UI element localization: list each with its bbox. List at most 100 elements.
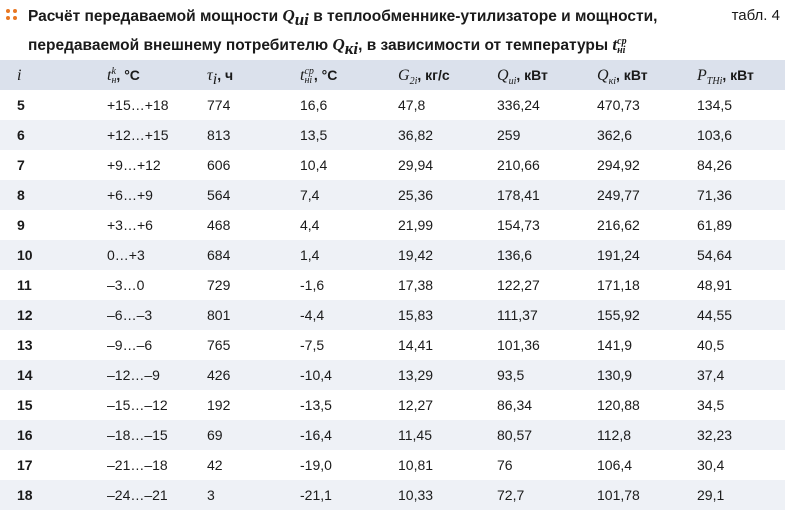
table-cell: 155,92 [597,307,640,323]
table-cell: 178,41 [497,187,540,203]
table-cell: –9…–6 [107,337,153,353]
table-cell: –6…–3 [107,307,153,323]
table-cell: 29,94 [398,157,434,173]
table-cell: 12 [17,307,33,323]
table-cell: 17,38 [398,277,434,293]
table-cell: -16,4 [300,427,332,443]
header-qu: Qиi, кВт [497,67,548,87]
table-cell: 69 [207,427,223,443]
table-cell: 47,8 [398,97,426,113]
table-cell: 12,27 [398,397,434,413]
table-cell: 5 [17,97,25,113]
table-cell: 11,45 [398,427,432,443]
table-cell: +9…+12 [107,157,161,173]
table-cell: 120,88 [597,397,640,413]
table-row: 13 –9…–6 765 -7,5 14,41 101,36 141,9 40,5 [0,330,785,360]
caption-symbol: t [612,35,618,55]
table-cell: 8 [17,187,25,203]
table-cell: 9 [17,217,25,233]
table-cell: 11 [17,277,32,293]
table-cell: 15 [17,397,33,413]
table-cell: 294,92 [597,157,640,173]
table-cell: 111,37 [497,307,538,323]
table-cell: 470,73 [597,97,640,113]
table-cell: 103,6 [697,127,733,143]
table-cell: 101,78 [597,487,640,503]
table-cell: 7 [17,157,25,173]
table-cell: –24…–21 [107,487,168,503]
table-cell: 15,83 [398,307,434,323]
table-cell: -1,6 [300,277,325,293]
caption-text: Расчёт передаваемой мощности Qиi в тепло… [28,3,718,61]
table-cell: 44,55 [697,307,733,323]
table-caption: Расчёт передаваемой мощности Qиi в тепло… [4,3,782,59]
table-cell: 86,34 [497,397,533,413]
table-cell: 765 [207,337,231,353]
table-header-row: i tk н, °С τi, ч tср нi, °С G2i, кг/с Qиi,… [0,60,785,90]
table-row: 18 –24…–21 3 -21,1 10,33 72,7 101,78 29,1 [0,480,785,510]
table-cell: 216,62 [597,217,640,233]
data-table: i tk н, °С τi, ч tср нi, °С G2i, кг/с Qиi,… [0,60,785,510]
caption-superscript: ср [617,36,627,47]
table-cell: 468 [207,217,231,233]
table-cell: -7,5 [300,337,325,353]
table-row: 12 –6…–3 801 -4,4 15,83 111,37 155,92 44,55 [0,300,785,330]
table-cell: –21…–18 [107,457,168,473]
caption-subscript: нi [617,45,626,56]
table-cell: 40,5 [697,337,725,353]
table-cell: 25,36 [398,187,434,203]
table-cell: 13,5 [300,127,328,143]
table-cell: 106,4 [597,457,633,473]
table-cell: 16,6 [300,97,328,113]
table-cell: 29,1 [697,487,725,503]
table-cell: 80,57 [497,427,533,443]
table-cell: 0…+3 [107,247,145,263]
header-tau: τi, ч [207,67,234,88]
table-row: 15 –15…–12 192 -13,5 12,27 86,34 120,88 34,5 [0,390,785,420]
table-cell: 37,4 [697,367,725,383]
table-row: 6 +12…+15 813 13,5 36,82 259 362,6 103,6 [0,120,785,150]
table-cell: 426 [207,367,231,383]
table-cell: 10,33 [398,487,434,503]
caption-subscript: кi [344,39,359,59]
table-cell: 34,5 [697,397,725,413]
table-cell: 21,99 [398,217,434,233]
header-qk: Qкi, кВт [597,67,648,87]
table-cell: 606 [207,157,231,173]
caption-part: Расчёт передаваемой мощности [28,8,283,25]
table-row: 14 –12…–9 426 -10,4 13,29 93,5 130,9 37,4 [0,360,785,390]
table-cell: 10,4 [300,157,328,173]
table-cell: 4,4 [300,217,320,233]
table-cell: 134,5 [697,97,733,113]
table-cell: 362,6 [597,127,633,143]
table-cell: 259 [497,127,521,143]
table-row: 9 +3…+6 468 4,4 21,99 154,73 216,62 61,89 [0,210,785,240]
table-cell: 564 [207,187,231,203]
table-cell: –15…–12 [107,397,168,413]
table-cell: 3 [207,487,215,503]
table-cell: 249,77 [597,187,640,203]
caption-part: , в зависимости от температуры [358,37,613,55]
table-cell: 17 [17,457,33,473]
table-cell: -13,5 [300,397,332,413]
table-cell: 684 [207,247,231,263]
table-cell: -10,4 [300,367,332,383]
table-cell: +15…+18 [107,97,169,113]
table-cell: 84,26 [697,157,733,173]
table-cell: 19,42 [398,247,434,263]
table-cell: 112,8 [597,427,631,443]
caption-part: в теплообменнике-утилизаторе и мощности, [308,8,658,25]
table-cell: 192 [207,397,231,413]
table-row: 8 +6…+9 564 7,4 25,36 178,41 249,77 71,36 [0,180,785,210]
table-cell: 14 [17,367,33,383]
table-cell: 1,4 [300,247,320,263]
table-cell: +3…+6 [107,217,153,233]
table-cell: 130,9 [597,367,633,383]
table-cell: –12…–9 [107,367,160,383]
table-cell: 774 [207,97,231,113]
table-cell: +12…+15 [107,127,169,143]
table-cell: 14,41 [398,337,434,353]
header-g2: G2i, кг/с [398,67,450,87]
table-cell: 7,4 [300,187,320,203]
